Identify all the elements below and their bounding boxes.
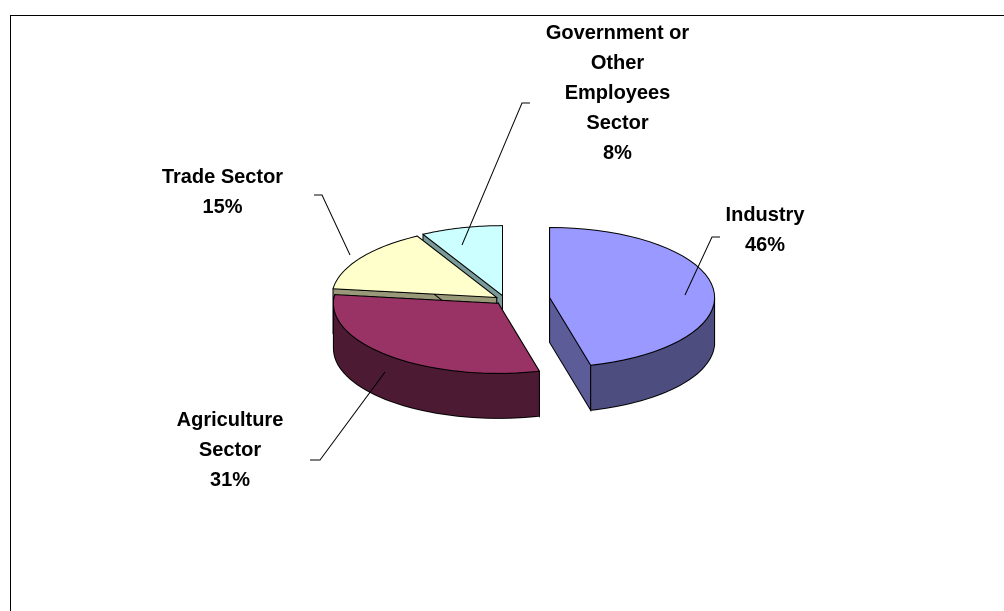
pie [332,225,716,419]
pie-slice [332,294,541,374]
pie-slice [549,226,716,366]
leader-line [314,194,351,256]
pie-slice [421,225,503,297]
leader-line [461,102,530,246]
slice-label: Industry 46% [725,204,805,256]
slice-label: Trade Sector 15% [161,166,284,218]
slice-label: Agriculture Sector 31% [176,409,284,491]
chart-frame [10,15,1004,611]
slice-label: Government or Other Employees Sector 8% [545,22,690,164]
leader-line [310,371,386,461]
pie-slice [332,235,499,299]
leader-line [684,236,720,296]
leader-lines [310,102,720,461]
